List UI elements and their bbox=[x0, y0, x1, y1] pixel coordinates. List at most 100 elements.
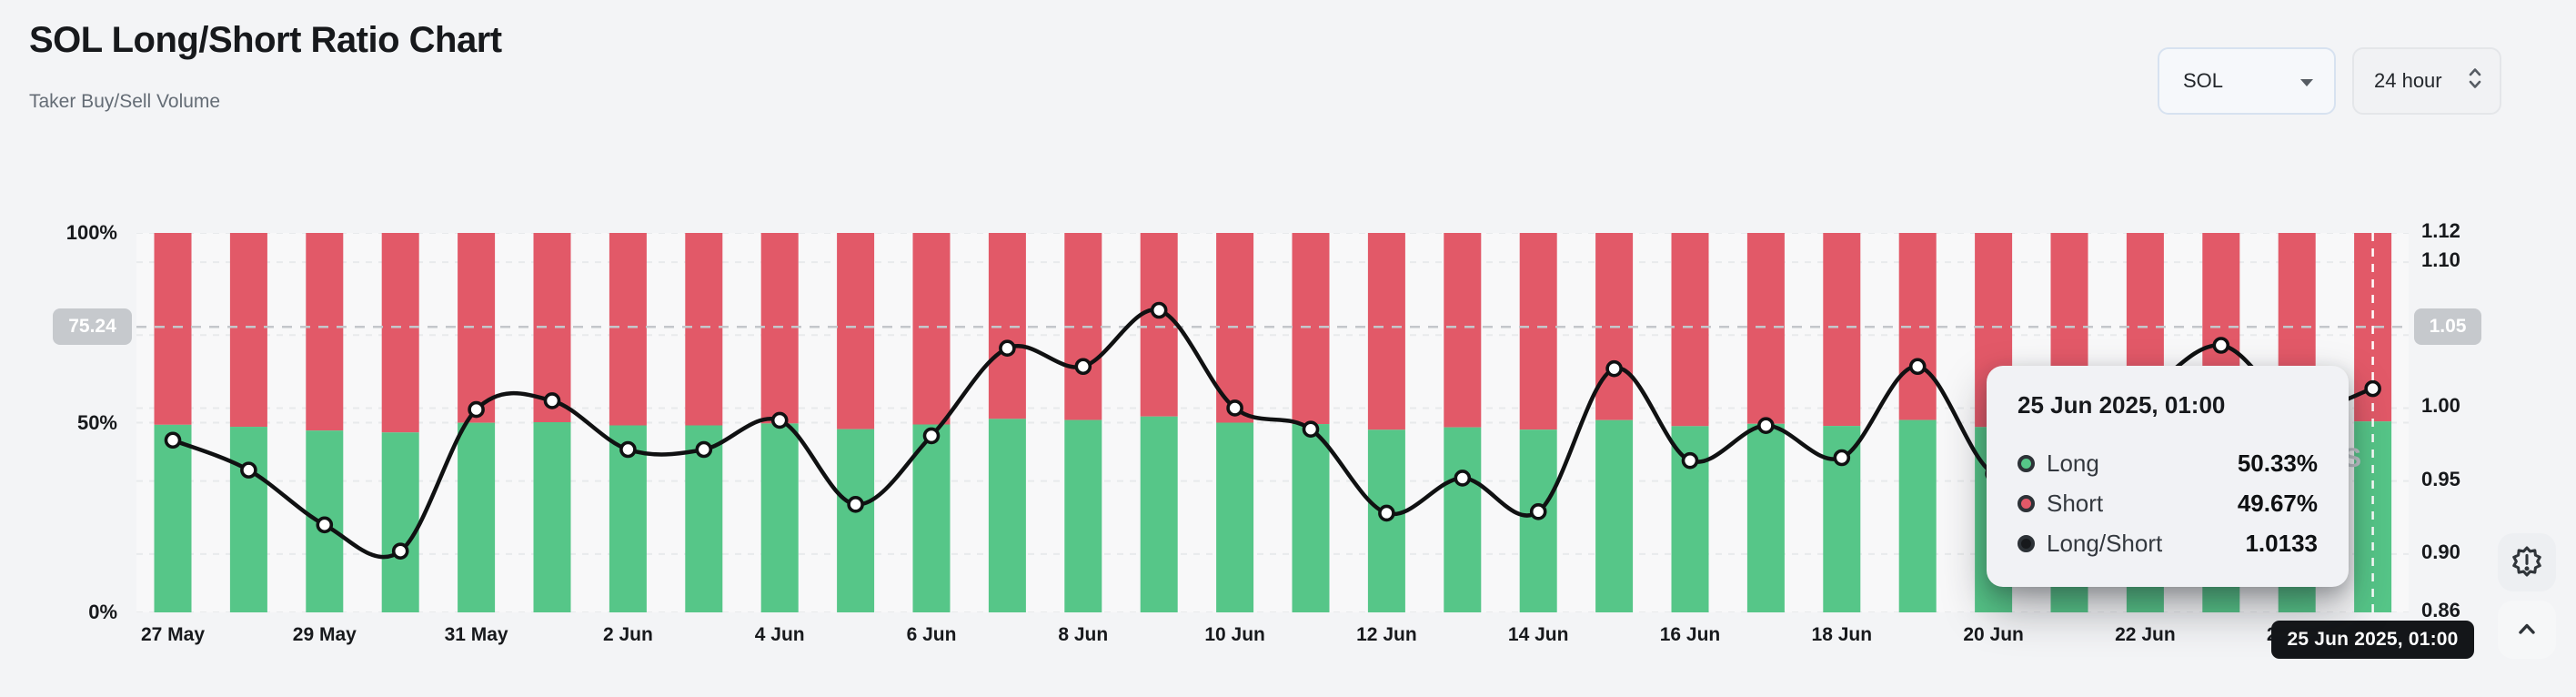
ratio-line-marker[interactable] bbox=[619, 440, 637, 459]
bar-long-segment[interactable] bbox=[760, 423, 799, 612]
x-axis-tick: 12 Jun bbox=[1356, 624, 1417, 645]
ratio-line-marker[interactable] bbox=[847, 496, 864, 513]
bar-long-segment[interactable] bbox=[988, 419, 1026, 612]
bar-long-segment[interactable] bbox=[154, 424, 192, 612]
y-axis-left-tick: 50% bbox=[76, 410, 117, 434]
bar-short-segment[interactable] bbox=[1292, 233, 1330, 425]
y-axis-left-tick: 100% bbox=[65, 221, 117, 244]
ratio-line-marker[interactable] bbox=[2364, 379, 2381, 398]
ratio-line-marker[interactable] bbox=[240, 461, 257, 479]
series-dot-icon bbox=[2018, 534, 2035, 552]
bar-short-segment[interactable] bbox=[154, 233, 192, 425]
x-axis-tick: 10 Jun bbox=[1204, 624, 1265, 645]
ratio-line-marker[interactable] bbox=[391, 542, 409, 560]
y-axis-right-tick: 0.90 bbox=[2421, 540, 2460, 563]
bar-short-segment[interactable] bbox=[760, 233, 799, 424]
ratio-line-marker[interactable] bbox=[922, 427, 941, 445]
symbol-select-value: SOL bbox=[2183, 69, 2224, 92]
bar-long-segment[interactable] bbox=[1898, 419, 1937, 612]
ratio-line-marker[interactable] bbox=[543, 392, 561, 409]
x-axis-tick: 18 Jun bbox=[1811, 624, 1873, 645]
interval-select[interactable]: 24 hour bbox=[2352, 47, 2501, 115]
bar-short-segment[interactable] bbox=[912, 233, 951, 425]
ratio-line-marker[interactable] bbox=[999, 339, 1016, 358]
bar-long-segment[interactable] bbox=[381, 432, 419, 612]
bar-short-segment[interactable] bbox=[1746, 233, 1785, 424]
symbol-select[interactable]: SOL bbox=[2158, 47, 2336, 115]
ratio-line-marker[interactable] bbox=[1908, 358, 1927, 376]
ratio-line-marker[interactable] bbox=[1529, 503, 1547, 520]
crosshair-y-right-badge: 1.05 bbox=[2414, 308, 2481, 345]
x-axis-tick: 22 Jun bbox=[2115, 624, 2176, 645]
crosshair-x-badge: 25 Jun 2025, 01:00 bbox=[2271, 621, 2474, 659]
x-axis-tick: 4 Jun bbox=[754, 624, 805, 645]
ratio-line-marker[interactable] bbox=[1757, 417, 1775, 435]
ratio-line-marker[interactable] bbox=[316, 516, 334, 534]
bar-short-segment[interactable] bbox=[229, 233, 267, 428]
bar-long-segment[interactable] bbox=[1519, 429, 1557, 612]
page-subtitle: Taker Buy/Sell Volume bbox=[29, 91, 221, 112]
bar-short-segment[interactable] bbox=[1140, 233, 1178, 417]
bar-short-segment[interactable] bbox=[1444, 233, 1482, 428]
ratio-line-marker[interactable] bbox=[1605, 359, 1623, 378]
y-axis-right-tick: 1.10 bbox=[2421, 247, 2460, 271]
tooltip-row: Short 49.67% bbox=[2018, 483, 2318, 523]
x-axis-tick: 29 May bbox=[292, 624, 357, 645]
ratio-line-marker[interactable] bbox=[164, 431, 182, 450]
bar-short-segment[interactable] bbox=[609, 233, 647, 426]
ratio-line-marker[interactable] bbox=[1454, 470, 1472, 487]
x-axis-tick: 16 Jun bbox=[1659, 624, 1721, 645]
ratio-line-marker[interactable] bbox=[2212, 337, 2230, 354]
collapse-up-button[interactable] bbox=[2498, 601, 2556, 659]
y-axis-right-tick: 0.86 bbox=[2421, 598, 2460, 621]
tooltip-series-value: 1.0133 bbox=[2245, 529, 2318, 557]
bar-long-segment[interactable] bbox=[1444, 427, 1482, 612]
series-dot-icon bbox=[2018, 454, 2035, 472]
bar-long-segment[interactable] bbox=[533, 421, 571, 612]
chevrons-up-down-icon bbox=[2467, 66, 2483, 96]
x-axis-tick: 2 Jun bbox=[602, 624, 653, 645]
tooltip-row: Long/Short 1.0133 bbox=[2018, 523, 2318, 563]
bar-short-segment[interactable] bbox=[1823, 233, 1861, 427]
ratio-line-marker[interactable] bbox=[770, 411, 789, 429]
chevron-up-icon bbox=[2513, 615, 2541, 645]
bar-long-segment[interactable] bbox=[458, 422, 496, 612]
bar-long-segment[interactable] bbox=[229, 427, 267, 612]
ratio-line-marker[interactable] bbox=[1074, 358, 1092, 376]
bar-long-segment[interactable] bbox=[912, 424, 951, 612]
x-axis-tick: 6 Jun bbox=[906, 624, 957, 645]
triangle-down-icon bbox=[2299, 69, 2314, 93]
y-axis-left-tick: 0% bbox=[88, 601, 117, 623]
seal-exclamation-icon bbox=[2510, 544, 2544, 581]
ratio-line-marker[interactable] bbox=[1226, 399, 1243, 417]
bar-long-segment[interactable] bbox=[1746, 423, 1785, 612]
bar-short-segment[interactable] bbox=[381, 233, 419, 433]
bar-long-segment[interactable] bbox=[1216, 422, 1254, 613]
tooltip-series-label: Short bbox=[2047, 489, 2104, 517]
bar-short-segment[interactable] bbox=[1367, 233, 1405, 430]
bar-short-segment[interactable] bbox=[837, 233, 875, 429]
x-axis-tick: 14 Jun bbox=[1507, 624, 1569, 645]
ratio-line-marker[interactable] bbox=[1681, 451, 1699, 470]
tooltip-rows: Long 50.33% Short 49.67% Long/Short 1.0133 bbox=[2018, 443, 2318, 563]
crosshair-y-left-badge: 75.24 bbox=[53, 308, 132, 345]
ratio-line-marker[interactable] bbox=[695, 440, 713, 459]
ratio-line-marker[interactable] bbox=[1833, 449, 1851, 467]
bar-short-segment[interactable] bbox=[1671, 233, 1709, 427]
x-axis-tick: 20 Jun bbox=[1963, 624, 2024, 645]
bar-long-segment[interactable] bbox=[1595, 419, 1634, 612]
bar-long-segment[interactable] bbox=[1064, 419, 1102, 612]
alert-badge-button[interactable] bbox=[2498, 533, 2556, 591]
bar-long-segment[interactable] bbox=[837, 429, 875, 612]
bar-long-segment[interactable] bbox=[1292, 424, 1330, 612]
bar-long-segment[interactable] bbox=[1140, 416, 1178, 612]
ratio-line-marker[interactable] bbox=[1302, 420, 1320, 439]
ratio-line-marker[interactable] bbox=[1150, 301, 1168, 319]
tooltip-date: 25 Jun 2025, 01:00 bbox=[2018, 391, 2226, 419]
ratio-line-marker[interactable] bbox=[1378, 504, 1395, 522]
bar-short-segment[interactable] bbox=[1519, 233, 1557, 430]
bar-short-segment[interactable] bbox=[685, 233, 723, 426]
ratio-line-marker[interactable] bbox=[468, 400, 485, 419]
bar-short-segment[interactable] bbox=[306, 233, 344, 431]
